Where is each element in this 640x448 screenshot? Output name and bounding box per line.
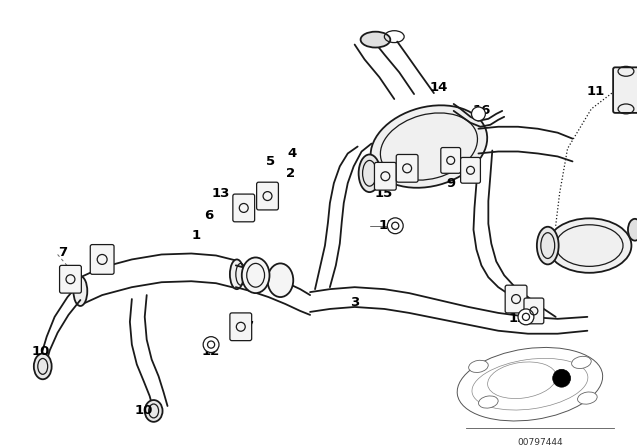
FancyBboxPatch shape: [257, 182, 278, 210]
Circle shape: [203, 337, 219, 353]
Text: 12: 12: [378, 219, 396, 232]
FancyBboxPatch shape: [230, 313, 252, 340]
Ellipse shape: [537, 227, 559, 264]
FancyBboxPatch shape: [396, 155, 418, 182]
Ellipse shape: [457, 348, 603, 421]
Text: 11: 11: [586, 85, 604, 98]
FancyBboxPatch shape: [613, 67, 639, 113]
Text: 7: 7: [244, 320, 253, 333]
FancyBboxPatch shape: [60, 265, 81, 293]
Ellipse shape: [242, 258, 269, 293]
Text: 12: 12: [509, 312, 527, 325]
Ellipse shape: [34, 353, 52, 379]
Circle shape: [553, 369, 570, 387]
FancyBboxPatch shape: [374, 162, 396, 190]
Ellipse shape: [145, 400, 163, 422]
Text: 12: 12: [202, 345, 220, 358]
FancyBboxPatch shape: [90, 245, 114, 274]
FancyBboxPatch shape: [233, 194, 255, 222]
Circle shape: [472, 107, 485, 121]
Text: 5: 5: [266, 155, 275, 168]
FancyBboxPatch shape: [505, 285, 527, 313]
Text: 4: 4: [287, 147, 297, 160]
FancyBboxPatch shape: [441, 147, 461, 173]
Circle shape: [387, 218, 403, 234]
Text: 13: 13: [212, 187, 230, 200]
FancyBboxPatch shape: [461, 157, 481, 183]
FancyBboxPatch shape: [524, 298, 544, 324]
Text: 10: 10: [31, 345, 50, 358]
Ellipse shape: [572, 356, 591, 369]
Text: 1: 1: [191, 229, 201, 242]
Text: 10: 10: [134, 405, 153, 418]
Text: 9: 9: [446, 177, 455, 190]
Ellipse shape: [468, 360, 488, 372]
Ellipse shape: [268, 263, 293, 297]
Text: 16: 16: [472, 104, 491, 117]
Ellipse shape: [74, 276, 87, 306]
Circle shape: [518, 309, 534, 325]
Text: 14: 14: [429, 81, 448, 94]
Ellipse shape: [479, 396, 498, 408]
Ellipse shape: [547, 218, 632, 273]
Text: 6: 6: [204, 209, 214, 222]
Ellipse shape: [360, 32, 390, 47]
Text: 00797444: 00797444: [517, 438, 563, 447]
Text: 3: 3: [350, 296, 359, 309]
Ellipse shape: [577, 392, 597, 404]
Text: 2: 2: [285, 167, 295, 180]
Text: 15: 15: [374, 187, 392, 200]
Ellipse shape: [358, 155, 380, 192]
Ellipse shape: [628, 219, 640, 241]
Ellipse shape: [371, 105, 487, 188]
Ellipse shape: [230, 259, 244, 289]
Text: 8: 8: [239, 195, 248, 208]
Text: 8: 8: [513, 291, 523, 304]
Text: 7: 7: [58, 246, 67, 259]
